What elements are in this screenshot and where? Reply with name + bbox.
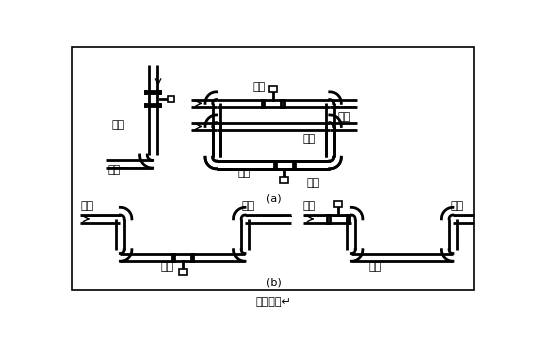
Text: 正确: 正确	[253, 82, 266, 92]
Bar	[334, 201, 342, 207]
Text: 液体: 液体	[337, 112, 351, 122]
Text: 液体: 液体	[108, 165, 121, 175]
Bar	[179, 269, 187, 275]
Text: 错误: 错误	[368, 262, 382, 273]
Text: 正确: 正确	[112, 120, 125, 130]
Text: 错误: 错误	[303, 134, 316, 144]
Text: 气泡: 气泡	[450, 201, 464, 211]
Bar	[168, 96, 174, 102]
Text: 液体: 液体	[237, 168, 251, 178]
Bar	[269, 86, 277, 92]
Text: (b): (b)	[265, 278, 281, 288]
Bar	[280, 177, 288, 183]
Text: 液体: 液体	[306, 178, 320, 188]
Text: 气泡: 气泡	[303, 201, 316, 211]
Text: 气泡: 气泡	[241, 201, 254, 211]
Text: 图（四）↵: 图（四）↵	[256, 297, 292, 307]
Text: 气泡: 气泡	[80, 201, 93, 211]
Text: 正确: 正确	[160, 262, 174, 273]
Bar	[72, 47, 474, 290]
Text: (a): (a)	[266, 193, 281, 203]
